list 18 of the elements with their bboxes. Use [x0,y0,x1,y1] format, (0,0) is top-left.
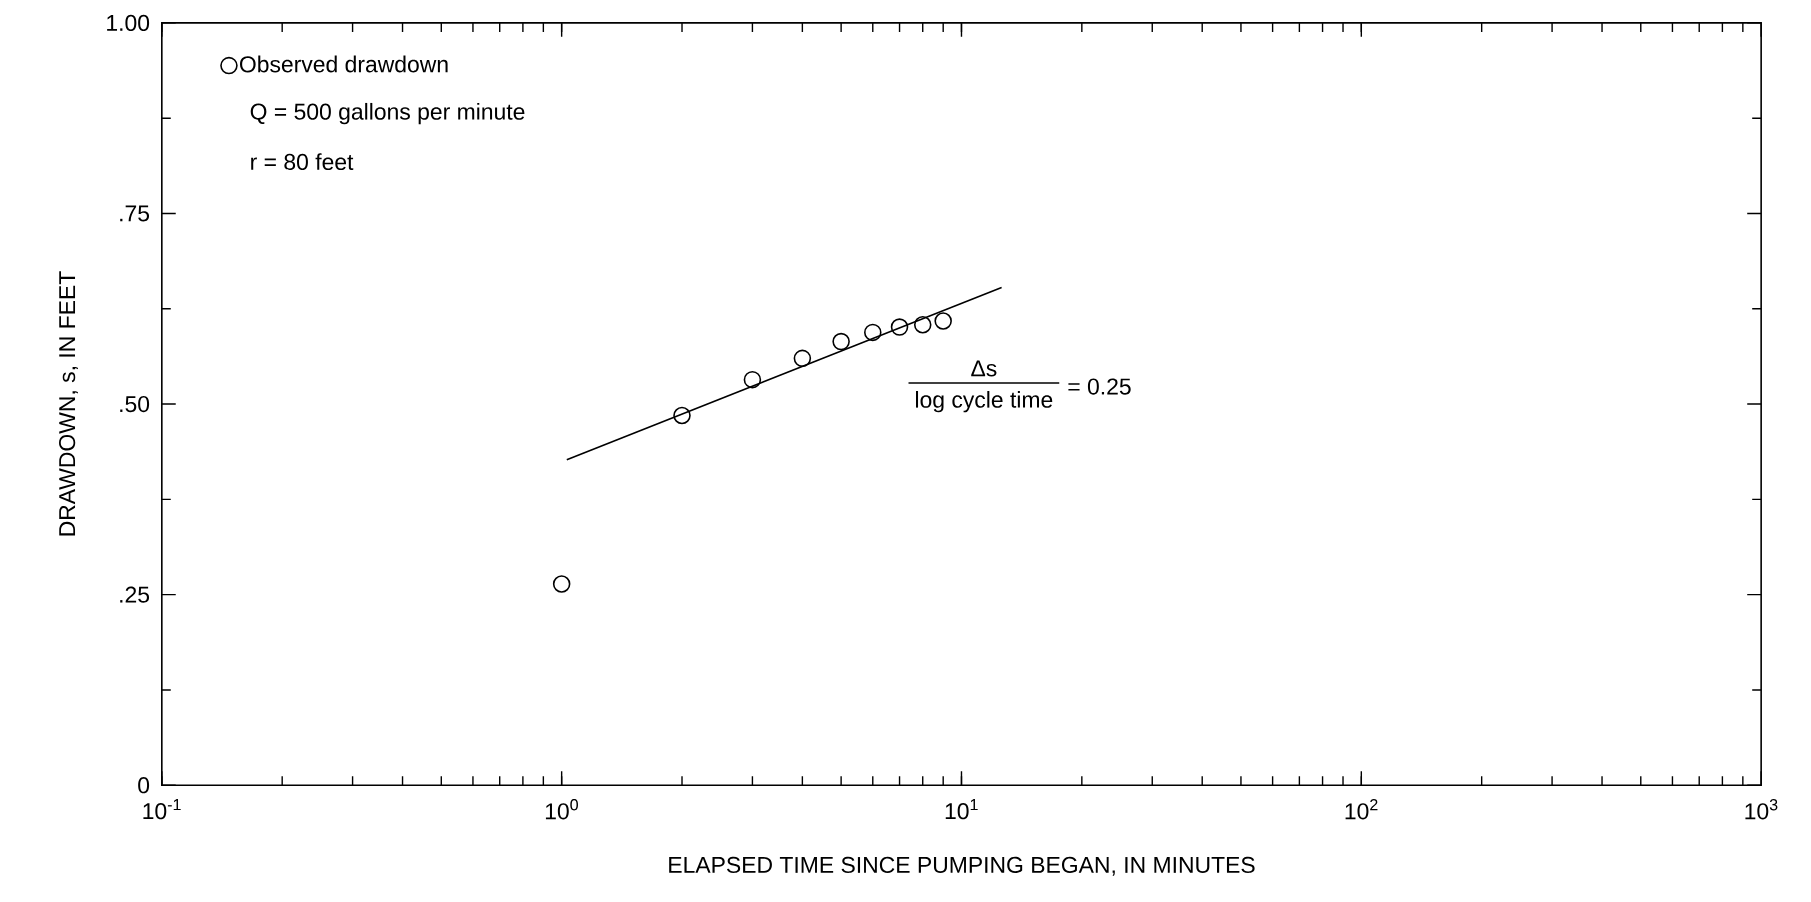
x-tick-label: 10$^{-1}$ [143,799,181,820]
x-tick-label: 10$^{1}$ [945,799,978,820]
x-tick-label: 10$^{3}$ [1745,799,1778,820]
y-tick-label: .50 [120,396,150,413]
annotation: Q = 500 gallons per minute [250,103,525,125]
y-axis-title: DRAWDOWN, s, IN FEET [59,271,78,536]
annotation: log cycle time [916,391,1053,413]
x-tick-label: 10$^{0}$ [545,799,578,820]
x-axis-title: ELAPSED TIME SINCE PUMPING BEGAN, IN MINUTES [669,856,1255,876]
y-tick-label: .75 [120,205,150,222]
annotation: Δs [971,360,997,377]
y-tick-label: 1.00 [107,14,150,32]
y-tick-label: .25 [120,586,150,603]
y-tick-label: 0 [138,777,150,794]
annotation: r = 80 feet [251,153,354,171]
legend-label: Observed drawdown [240,55,448,73]
x-tick-label: 10$^{2}$ [1345,799,1378,820]
annotation: = 0.25 [1068,378,1131,395]
